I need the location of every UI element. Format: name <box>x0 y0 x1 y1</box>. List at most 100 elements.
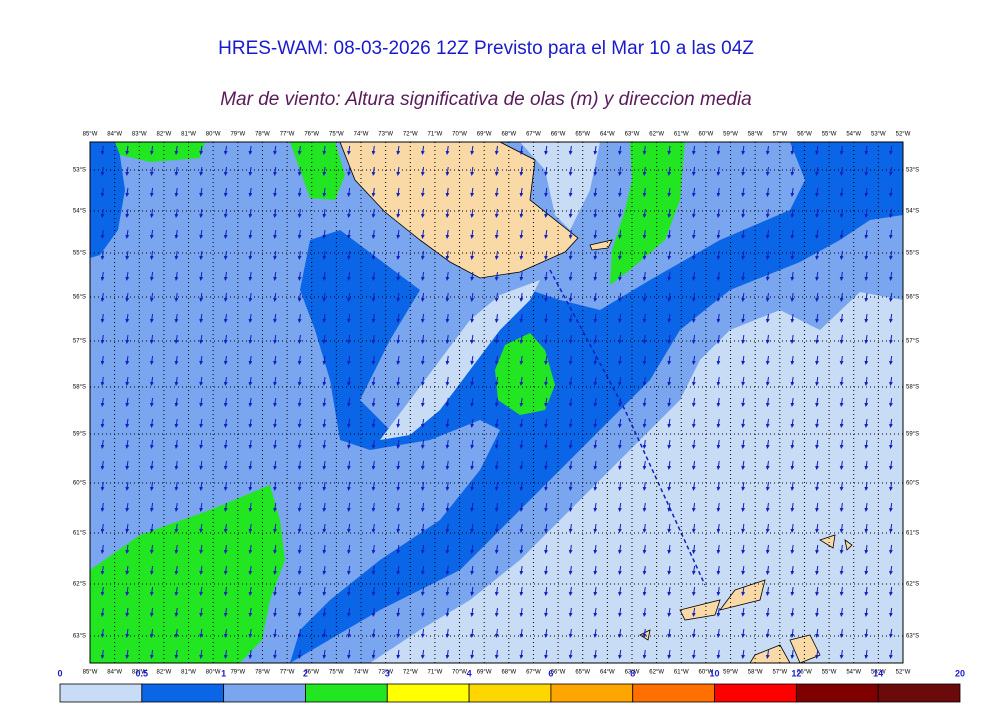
wave-arrow <box>519 271 524 281</box>
wave-arrow <box>223 250 228 260</box>
wave-arrow <box>273 439 278 449</box>
latitude-label: 59°S <box>906 432 919 438</box>
wave-arrow <box>125 544 130 554</box>
longitude-label: 68°W <box>501 670 516 676</box>
wave-arrow <box>199 208 204 218</box>
longitude-label: 55°W <box>822 670 837 676</box>
wave-arrow <box>544 586 549 596</box>
wave-arrow <box>100 397 105 407</box>
colorbar-label: 6 <box>548 668 553 678</box>
wave-arrow <box>593 418 598 428</box>
wave-arrow <box>445 376 450 386</box>
wave-arrow <box>839 607 844 617</box>
wave-arrow <box>765 628 770 638</box>
wave-arrow <box>199 544 204 554</box>
wave-arrow <box>100 292 105 302</box>
longitude-label: 64°W <box>600 670 615 676</box>
wave-arrow <box>494 145 499 155</box>
wave-arrow <box>223 271 228 281</box>
wave-arrow <box>470 250 475 260</box>
wave-arrow <box>346 460 351 470</box>
wave-arrow <box>273 628 278 638</box>
land <box>339 142 579 279</box>
wave-arrow <box>125 418 130 428</box>
wave-arrow <box>248 607 253 617</box>
wave-arrow <box>420 376 425 386</box>
wave-arrow <box>864 292 869 302</box>
longitude-label: 53°W <box>871 670 886 676</box>
wave-arrow <box>100 544 105 554</box>
track-line <box>549 269 706 586</box>
wave-arrow <box>765 145 770 155</box>
wave-arrow <box>691 481 696 491</box>
wave-arrow <box>815 376 820 386</box>
wave-arrow <box>519 376 524 386</box>
wave-arrow <box>396 439 401 449</box>
wave-arrow <box>815 439 820 449</box>
wave-arrow <box>888 607 893 617</box>
longitude-label: 74°W <box>354 132 369 138</box>
wave-arrow <box>765 208 770 218</box>
wave-arrow <box>223 523 228 533</box>
wave-arrow <box>494 481 499 491</box>
wave-arrow <box>174 418 179 428</box>
wave-arrow <box>125 208 130 218</box>
wave-arrow <box>346 607 351 617</box>
wave-arrow <box>248 481 253 491</box>
wave-arrow <box>346 166 351 176</box>
wave-arrow <box>396 334 401 344</box>
wave-arrow <box>716 418 721 428</box>
wave-arrow <box>593 229 598 239</box>
map-frame <box>89 141 904 664</box>
wave-arrow <box>199 355 204 365</box>
wave-arrow <box>494 460 499 470</box>
wave-arrow <box>322 502 327 512</box>
colorbar-label: 3 <box>385 668 390 678</box>
longitude-label: 76°W <box>304 132 319 138</box>
wave-arrow <box>125 502 130 512</box>
wave-arrow <box>790 376 795 386</box>
wave-arrow <box>617 292 622 302</box>
wave-arrow <box>568 502 573 512</box>
wave-arrow <box>445 187 450 197</box>
wave-arrow <box>494 607 499 617</box>
wave-arrow <box>297 187 302 197</box>
wave-arrow <box>667 166 672 176</box>
wave-arrow <box>297 271 302 281</box>
wave-arrow <box>149 649 154 659</box>
wave-arrow <box>839 418 844 428</box>
wave-arrow <box>174 649 179 659</box>
wave-arrow <box>691 334 696 344</box>
wave-arrow <box>888 208 893 218</box>
latitude-label: 56°S <box>906 295 919 301</box>
wave-arrow <box>765 313 770 323</box>
wave-arrow <box>544 187 549 197</box>
wave-arrow <box>839 397 844 407</box>
colorbar-label: 20 <box>955 668 965 678</box>
wave-arrow <box>100 334 105 344</box>
longitude-label: 73°W <box>378 670 393 676</box>
wave-arrow <box>149 418 154 428</box>
wave-arrow <box>396 607 401 617</box>
wave-arrow <box>642 187 647 197</box>
wave-arrow <box>667 250 672 260</box>
wave-arrow <box>174 544 179 554</box>
longitude-label: 78°W <box>255 670 270 676</box>
wave-arrow <box>494 649 499 659</box>
wave-arrow <box>765 187 770 197</box>
wave-arrow <box>297 439 302 449</box>
wave-arrow <box>223 166 228 176</box>
wave-arrow <box>790 460 795 470</box>
wave-arrow <box>346 418 351 428</box>
wave-arrow <box>741 145 746 155</box>
wave-arrow <box>445 397 450 407</box>
wave-arrow <box>790 544 795 554</box>
wave-arrow <box>420 628 425 638</box>
wave-arrow <box>839 628 844 638</box>
wave-arrow <box>519 166 524 176</box>
latitude-label: 55°S <box>73 251 86 257</box>
wave-arrow <box>100 649 105 659</box>
colorbar-segment <box>795 683 879 703</box>
wave-arrow <box>839 229 844 239</box>
wave-arrow <box>470 628 475 638</box>
